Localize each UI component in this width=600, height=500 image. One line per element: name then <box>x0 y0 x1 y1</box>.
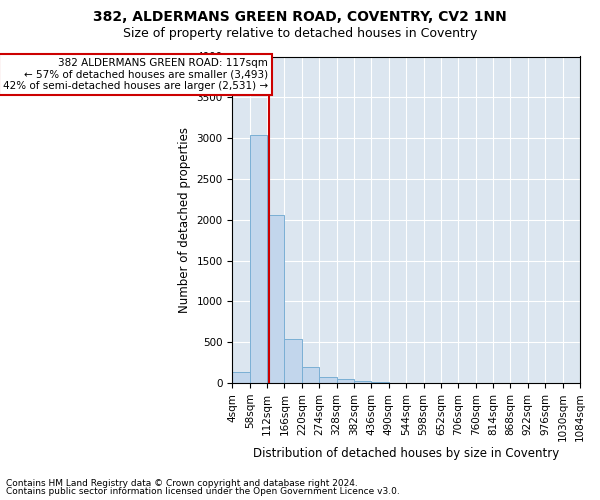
Bar <box>337 378 354 383</box>
Text: Size of property relative to detached houses in Coventry: Size of property relative to detached ho… <box>123 28 477 40</box>
Text: 382, ALDERMANS GREEN ROAD, COVENTRY, CV2 1NN: 382, ALDERMANS GREEN ROAD, COVENTRY, CV2… <box>93 10 507 24</box>
Bar <box>284 338 302 383</box>
Bar <box>319 377 337 383</box>
Bar <box>302 367 319 383</box>
Text: Contains public sector information licensed under the Open Government Licence v3: Contains public sector information licen… <box>6 487 400 496</box>
Bar <box>250 135 267 383</box>
Bar <box>232 372 250 383</box>
Y-axis label: Number of detached properties: Number of detached properties <box>178 127 191 313</box>
Bar <box>371 382 389 383</box>
X-axis label: Distribution of detached houses by size in Coventry: Distribution of detached houses by size … <box>253 447 559 460</box>
Text: Contains HM Land Registry data © Crown copyright and database right 2024.: Contains HM Land Registry data © Crown c… <box>6 478 358 488</box>
Text: 382 ALDERMANS GREEN ROAD: 117sqm
← 57% of detached houses are smaller (3,493)
42: 382 ALDERMANS GREEN ROAD: 117sqm ← 57% o… <box>3 58 268 92</box>
Bar <box>267 215 284 383</box>
Bar <box>354 380 371 383</box>
